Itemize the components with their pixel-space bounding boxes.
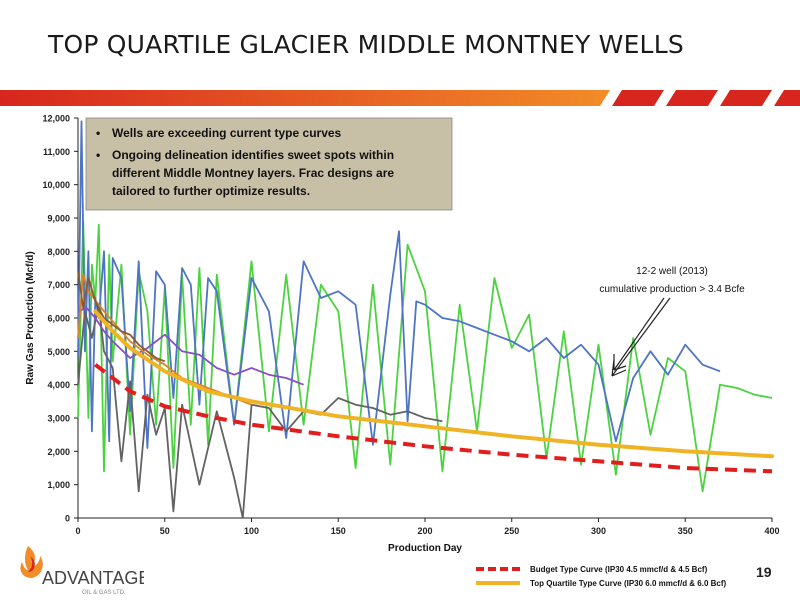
annotation-arrow: [611, 297, 671, 377]
y-axis-label: Raw Gas Production (Mcf/d): [25, 251, 36, 384]
x-tick-label: 100: [244, 526, 259, 536]
y-tick-label: 6,000: [47, 314, 70, 324]
x-tick-label: 400: [764, 526, 779, 536]
callout-text-2: Ongoing delineation identifies sweet spo…: [112, 148, 394, 198]
well-annotation: 12-2 well (2013) cumulative production >…: [599, 266, 745, 377]
production-chart: 0 1,000 2,000 3,000 4,000 5,000 6,000 7,000 8,00…: [25, 114, 780, 555]
y-tick-label: 8,000: [47, 247, 70, 257]
legend-label-budget: Budget Type Curve (IP30 4.5 mmcf/d & 4.5…: [530, 564, 708, 574]
banner-stripe: [720, 90, 772, 106]
page-number: 19: [756, 564, 772, 580]
x-tick-label: 0: [75, 526, 80, 536]
y-tick-label: 7,000: [47, 280, 70, 290]
callout-box: • Wells are exceeding current type curve…: [85, 117, 453, 211]
y-tick-label: 9,000: [47, 214, 70, 224]
y-tick-label: 1,000: [47, 480, 70, 490]
series-line-well-brown: [77, 271, 166, 363]
flame-icon: [20, 546, 43, 578]
y-tick-label: 0: [65, 514, 70, 524]
logo-name: ADVANTAGE: [42, 568, 144, 588]
series-line-well-green: [77, 220, 773, 493]
type-curves: [93, 309, 774, 474]
callout-background: [85, 117, 453, 211]
y-tick-label: 12,000: [42, 114, 70, 124]
series-line-budget: [94, 363, 773, 474]
company-logo: ADVANTAGE OIL & GAS LTD.: [20, 546, 144, 596]
callout-text-1: Wells are exceeding current type curves: [112, 126, 342, 140]
x-tick-label: 300: [591, 526, 606, 536]
y-tick-label: 5,000: [47, 347, 70, 357]
x-tick-label: 250: [504, 526, 519, 536]
annotation-line-1: 12-2 well (2013): [636, 266, 708, 277]
legend-item-top-quartile: Top Quartile Type Curve (IP30 6.0 mmcf/d…: [476, 576, 726, 590]
banner-stripe: [666, 90, 718, 106]
x-tick-label: 150: [331, 526, 346, 536]
x-tick-label: 200: [417, 526, 432, 536]
y-tick-label: 4,000: [47, 380, 70, 390]
legend-label-top-quartile: Top Quartile Type Curve (IP30 6.0 mmcf/d…: [530, 578, 727, 588]
y-tick-label: 3,000: [47, 414, 70, 424]
y-tick-label: 2,000: [47, 447, 70, 457]
x-tick-label: 50: [160, 526, 170, 536]
callout-bullet-1: •: [96, 126, 100, 140]
well-series: [77, 120, 773, 519]
legend-item-budget: Budget Type Curve (IP30 4.5 mmcf/d & 4.5…: [476, 562, 726, 576]
y-tick-label: 11,000: [43, 147, 70, 157]
callout-bullet-2: •: [96, 148, 100, 162]
flame-inner-icon: [28, 556, 35, 572]
x-tick-label: 350: [678, 526, 693, 536]
slide-title: TOP QUARTILE GLACIER MIDDLE MONTNEY WELL…: [48, 30, 684, 59]
annotation-line-2: cumulative production > 3.4 Bcfe: [599, 284, 745, 295]
legend-swatch-budget: [476, 567, 520, 571]
header-banner: [0, 90, 800, 106]
chart-axes: 0 1,000 2,000 3,000 4,000 5,000 6,000 7,000 8,00…: [25, 114, 780, 555]
series-line-top-quartile: [93, 309, 774, 459]
series-line-well-purple: [77, 307, 304, 386]
chart-legend: Budget Type Curve (IP30 4.5 mmcf/d & 4.5…: [476, 562, 726, 590]
banner-stripe: [612, 90, 664, 106]
logo-subtitle: OIL & GAS LTD.: [82, 590, 126, 596]
banner-stripe: [774, 90, 800, 106]
banner-main: [0, 90, 610, 106]
legend-swatch-top-quartile: [476, 581, 520, 585]
x-axis-label: Production Day: [388, 543, 462, 554]
series-line-well-gray: [77, 303, 443, 519]
y-tick-label: 10,000: [42, 180, 70, 190]
